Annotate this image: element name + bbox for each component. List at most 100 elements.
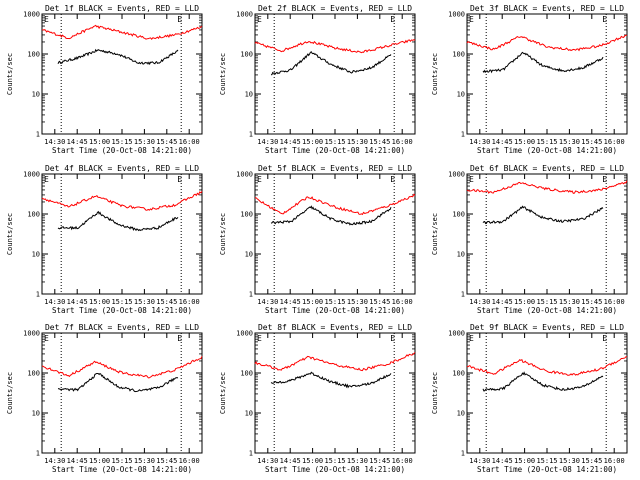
panel-det-6: Det 6f BLACK = Events, RED = LLD 14:30 14:…: [431, 164, 628, 315]
x-tick-label: 15:00: [302, 138, 323, 146]
x-tick-label: 15:00: [89, 138, 110, 146]
x-tick-label: 15:30: [134, 457, 155, 465]
x-tick-label: 14:30: [44, 298, 65, 306]
x-tick-label: 16:00: [392, 138, 413, 146]
x-tick-label: 15:15: [111, 138, 132, 146]
x-tick-label: 15:30: [347, 457, 368, 465]
x-tick-label: 15:00: [514, 457, 535, 465]
x-tick-label: 15:30: [559, 298, 580, 306]
series-line-lld: [41, 356, 203, 379]
x-tick-label: 15:45: [581, 138, 602, 146]
panel-title: Det 1f BLACK = Events, RED = LLD: [45, 4, 199, 13]
series-line-lld: [254, 193, 416, 216]
y-tick-label: 10: [457, 91, 465, 99]
series-line-events: [482, 205, 604, 225]
y-axis-label: Counts/sec: [6, 213, 14, 255]
y-tick-label: 10: [32, 251, 40, 259]
x-tick-label: 15:30: [134, 298, 155, 306]
x-axis-label: Start Time (20-Oct-08 14:21:00): [52, 306, 192, 315]
x-tick-label: 15:30: [347, 298, 368, 306]
x-tick-label: 16:00: [179, 298, 200, 306]
y-tick-label: 10: [32, 410, 40, 418]
plot-frame: [466, 332, 628, 454]
x-tick-label: 15:30: [559, 457, 580, 465]
marker-label-end: E: [602, 334, 607, 343]
x-tick-label: 15:45: [581, 457, 602, 465]
series-line-lld: [254, 352, 416, 372]
x-tick-label: 15:15: [324, 298, 345, 306]
x-tick-label: 14:30: [469, 138, 490, 146]
x-tick-label: 14:30: [257, 138, 278, 146]
x-tick-label: 16:00: [604, 298, 625, 306]
x-axis-label: Start Time (20-Oct-08 14:21:00): [265, 465, 405, 474]
series-line-lld: [41, 24, 203, 40]
series-line-lld: [466, 34, 627, 52]
panel-title: Det 8f BLACK = Events, RED = LLD: [258, 323, 412, 332]
panel-det-8: Det 8f BLACK = Events, RED = LLD 14:30 14:…: [219, 323, 416, 474]
y-axis-label: Counts/sec: [219, 372, 227, 414]
y-tick-label: 100: [27, 370, 40, 378]
x-tick-label: 15:30: [559, 138, 580, 146]
marker-label-end: E: [602, 15, 607, 24]
panel-title: Det 3f BLACK = Events, RED = LLD: [470, 4, 624, 13]
x-tick-label: 14:30: [469, 457, 490, 465]
y-tick-label: 1000: [448, 330, 465, 338]
series-line-lld: [466, 356, 628, 376]
y-tick-label: 1000: [236, 330, 253, 338]
x-tick-label: 14:30: [257, 457, 278, 465]
x-axis-label: Start Time (20-Oct-08 14:21:00): [477, 465, 617, 474]
panel-det-7: Det 7f BLACK = Events, RED = LLD 14:30 14:…: [6, 323, 203, 474]
x-tick-label: 16:00: [179, 138, 200, 146]
plot-frame: [41, 173, 203, 295]
y-tick-label: 1: [36, 131, 40, 139]
x-tick-label: 15:00: [89, 457, 110, 465]
x-tick-label: 15:00: [302, 457, 323, 465]
x-tick-label: 14:45: [492, 138, 513, 146]
x-tick-label: 15:45: [369, 457, 390, 465]
x-tick-label: 14:45: [280, 138, 301, 146]
y-axis-label: Counts/sec: [431, 53, 439, 95]
x-tick-label: 15:30: [134, 138, 155, 146]
panel-det-2: Det 2f BLACK = Events, RED = LLD 14:30 14:…: [219, 4, 416, 155]
y-axis-label: Counts/sec: [431, 213, 439, 255]
y-tick-label: 1: [461, 131, 465, 139]
y-axis-label: Counts/sec: [431, 372, 439, 414]
marker-label-end: E: [177, 175, 182, 184]
panel-det-3: Det 3f BLACK = Events, RED = LLD 14:30 14:…: [431, 4, 628, 155]
y-tick-label: 100: [452, 211, 465, 219]
panel-title: Det 7f BLACK = Events, RED = LLD: [45, 323, 199, 332]
x-tick-label: 14:30: [469, 298, 490, 306]
y-tick-label: 1000: [23, 171, 40, 179]
plot-frame: [254, 332, 416, 454]
x-tick-label: 15:45: [581, 298, 602, 306]
x-tick-label: 15:00: [302, 298, 323, 306]
x-tick-label: 15:00: [514, 138, 535, 146]
marker-label-start: E: [44, 15, 49, 24]
y-tick-label: 1: [36, 291, 40, 299]
y-axis-label: Counts/sec: [219, 213, 227, 255]
panel-det-5: Det 5f BLACK = Events, RED = LLD 14:30 14:…: [219, 164, 416, 315]
x-tick-label: 14:45: [67, 298, 88, 306]
series-line-events: [270, 205, 392, 226]
y-tick-label: 1: [249, 291, 253, 299]
panel-title: Det 9f BLACK = Events, RED = LLD: [470, 323, 624, 332]
marker-label-end: E: [390, 15, 395, 24]
x-tick-label: 16:00: [392, 457, 413, 465]
series-line-events: [57, 48, 179, 66]
y-tick-label: 1: [461, 291, 465, 299]
y-axis-label: Counts/sec: [6, 372, 14, 414]
y-tick-label: 1: [461, 450, 465, 458]
x-tick-label: 15:45: [369, 298, 390, 306]
y-tick-label: 100: [452, 370, 465, 378]
x-tick-label: 15:15: [111, 457, 132, 465]
x-tick-label: 15:45: [156, 138, 177, 146]
marker-label-end: E: [602, 175, 607, 184]
panel-det-1: Det 1f BLACK = Events, RED = LLD 14:30 14:…: [6, 4, 203, 155]
x-tick-label: 16:00: [179, 457, 200, 465]
series-line-events: [57, 210, 179, 232]
y-axis-label: Counts/sec: [6, 53, 14, 95]
y-tick-label: 10: [245, 251, 253, 259]
marker-label-start: E: [44, 334, 49, 343]
x-axis-label: Start Time (20-Oct-08 14:21:00): [477, 146, 617, 155]
marker-label-start: E: [257, 15, 262, 24]
